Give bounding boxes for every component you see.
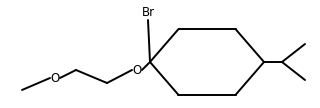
Text: Br: Br bbox=[141, 6, 155, 19]
Text: O: O bbox=[50, 71, 60, 84]
Text: O: O bbox=[132, 64, 142, 76]
